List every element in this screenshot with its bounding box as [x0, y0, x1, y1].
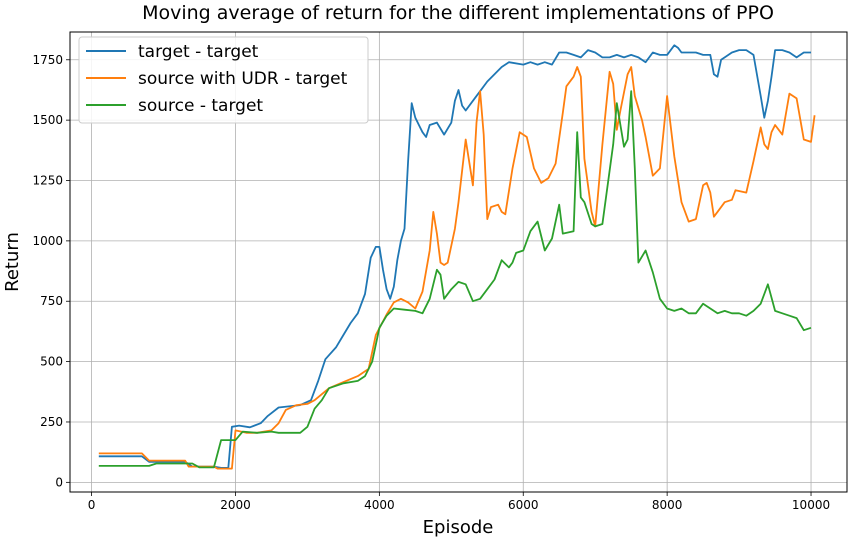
legend-label-source-udr-target: source with UDR - target	[138, 69, 348, 89]
y-tick-label: 1250	[32, 174, 63, 188]
y-tick-label: 1500	[32, 113, 63, 127]
x-tick-label: 8000	[652, 498, 683, 512]
y-axis-title: Return	[2, 232, 23, 292]
plot-frame	[69, 31, 848, 493]
x-tick-label: 0	[88, 498, 96, 512]
grid	[70, 32, 847, 492]
y-tick-label: 250	[40, 415, 63, 429]
axis-ticks: 0 2000 4000 6000 8000 10000 0 250 500 750 1000 1250…	[32, 53, 830, 512]
y-tick-label: 0	[55, 475, 63, 489]
series-group	[98, 44, 816, 470]
y-tick-label: 1750	[32, 53, 63, 67]
y-tick-label: 500	[40, 355, 63, 369]
legend-label-source-target: source - target	[138, 96, 263, 116]
series-line-source-target	[98, 90, 812, 469]
series-line-source-udr-target	[98, 66, 816, 470]
series-line-target-target	[98, 44, 811, 469]
x-tick-label: 6000	[508, 498, 539, 512]
y-tick-label: 750	[40, 294, 63, 308]
legend: target - target source with UDR - target…	[78, 36, 369, 124]
legend-label-target-target: target - target	[138, 42, 259, 62]
chart-title: Moving average of return for the differe…	[142, 2, 774, 24]
x-tick-label: 2000	[220, 498, 251, 512]
legend-frame	[78, 36, 369, 124]
x-tick-label: 4000	[364, 498, 395, 512]
y-tick-label: 1000	[32, 234, 63, 248]
x-tick-label: 10000	[792, 498, 830, 512]
x-axis-title: Episode	[423, 517, 494, 538]
